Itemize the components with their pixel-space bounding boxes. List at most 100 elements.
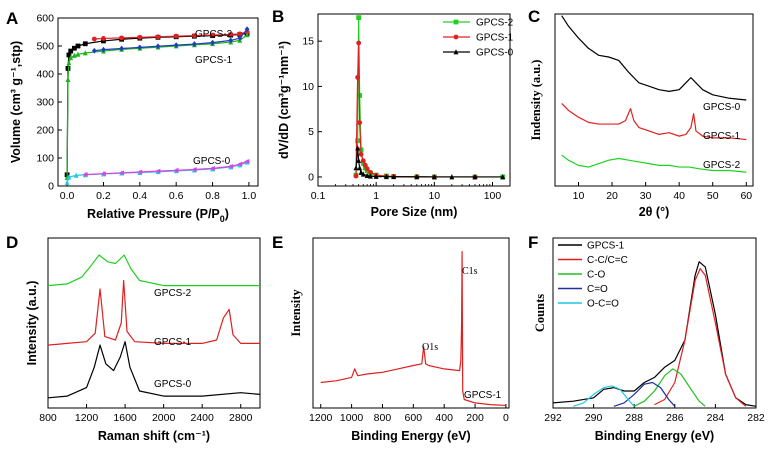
panel-d-ylabel: Intensity (a.u.) [25,281,39,366]
panel-e-xlabel: Binding Energy (eV) [351,429,470,443]
panel-a-series-5-point [118,170,125,176]
panel-b-series-2-point [500,174,506,180]
panel-a-series-1-point [237,31,243,37]
panel-b-legend-marker [453,49,459,55]
panel-b-series-0-point [360,160,366,166]
panel-f-legend-label: C-O [587,270,606,281]
panel-a-series-4-point [64,179,70,186]
panel-a-series-0-point [65,66,71,71]
panel-a-xlabel: Relative Pressure (P/P0) [87,207,229,224]
panel-f-xlabel: Binding Energy (eV) [595,429,714,443]
panel-d-series-2-line [47,341,261,399]
panel-e-xtick-label: 600 [405,412,423,424]
panel-d-xtick-label: 800 [39,412,57,424]
panel-d-xtick-label: 2400 [191,412,215,424]
panel-b-legend-label: GPCS-0 [476,48,514,59]
panel-c-xlabel: 2θ (°) [639,205,670,219]
panel-a-series-3-point [237,35,243,42]
panel-f: F 292 290 288 286 284 282 Binding Energy (eV) Co… [528,233,765,443]
panel-c-xtick-label: 60 [740,190,752,202]
panel-b-xtick-label: 100 [484,190,502,202]
panel-a-annotation: GPCS-0 [193,156,231,167]
panel-f-series-4-line [573,385,635,407]
panel-f-legend-label: C=O [587,284,608,295]
panel-a-series-1-point [191,33,197,39]
panel-f-series-2-line [633,368,706,407]
panel-b-frame [317,13,511,187]
panel-f-legend-label: C-C/C=C [587,255,628,266]
panel-e-xtick-label: 800 [374,412,392,424]
panel-f-letter: F [528,233,538,252]
panel-d-annotation: GPCS-2 [154,288,192,299]
panel-c-xtick-label: 30 [640,190,652,202]
panel-c-xtick-label: 10 [573,190,585,202]
panel-b-ylabel: dV/dD (cm³g⁻¹nm⁻¹) [277,41,291,159]
panel-a-series-5-point [173,167,179,173]
panel-a-series-5-point [227,164,234,169]
panel-b-series-1-point [362,162,368,168]
panel-f-legend-label: O-C=O [587,299,619,310]
panel-a-series-3-point [191,41,197,47]
panel-e-annotation: C1s [462,266,478,277]
panel-e-xtick-label: 0 [503,412,509,424]
panel-a-series-2-point [244,31,250,38]
panel-a-series-1-point [228,32,234,37]
panel-b-series-1-point [368,170,373,175]
panel-b-series-2-point [373,173,379,179]
panel-c-frame [554,13,754,187]
panel-b-series-1-point [355,74,361,80]
panel-a-annotation: GPCS-2 [195,29,233,40]
panel-a-ylabel: Volume (cm³ g⁻¹,stp) [9,41,23,163]
panel-b-ytick-label: 5 [308,126,314,138]
panel-c: C 10 20 30 40 50 60 2θ (°) Indensity (a.u.) GPCS-… [528,7,754,219]
panel-b-series-1-point [357,120,363,126]
panel-d-xtick-label: 2800 [229,412,253,424]
panel-b-series-2-point [472,174,478,180]
panel-a-annotation: GPCS-1 [195,55,233,66]
panel-a-series-3-point [155,43,161,50]
panel-a-series-3-point [91,47,97,54]
panel-a-series-5-point [244,158,250,164]
panel-a-ytick-label: 400 [36,69,54,81]
panel-c-annotation: GPCS-2 [703,160,741,171]
panel-b-series-1-point [356,40,362,46]
panel-a: A 0.0 0.2 0.4 0.6 0.8 1.0 0 100 200 300 400 500 600 Re… [6,9,259,224]
panel-a-series-0-point [82,41,88,47]
panel-b-series-1-point [358,151,364,157]
panel-f-legend-label: GPCS-1 [587,241,625,252]
panel-a-series-0-point [66,52,72,58]
panel-b-series-2-line [355,147,503,178]
panel-b-ytick-label: 15 [302,36,314,48]
panel-a-series-2-point [68,54,74,61]
panel-b-legend-label: GPCS-2 [476,18,514,29]
panel-a-series-3-point [228,37,234,44]
panel-b-xtick-label: 10 [428,190,440,202]
panel-c-series-1-line [561,103,747,141]
panel-b-xlabel: Pore Size (nm) [371,205,458,219]
panel-e-series-0-line [320,251,506,407]
panel-a-series-5-point [100,171,106,177]
panel-a-xtick-label: 0.2 [96,190,111,202]
panel-b-xtick-label: 0.1 [311,190,326,202]
panel-a-series-1-point [119,35,125,41]
panel-a-xtick-label: 0.6 [169,190,184,202]
panel-f-series-1-line [654,268,747,407]
panel-a-series-0-point [101,38,106,44]
panel-b-series-2-point [360,171,366,177]
panel-a-xtick-label: 0.0 [60,190,75,202]
panel-b-legend: GPCS-2 GPCS-1 GPCS-0 [443,18,514,59]
panel-b-legend-marker [453,19,459,25]
panel-f-xtick-label: 290 [585,412,603,424]
panel-b-legend-label: GPCS-1 [476,33,514,44]
panel-f-series-3-line [613,381,676,407]
panel-a-series-4-point [66,174,72,180]
panel-c-xtick-label: 50 [707,190,719,202]
panel-c-ylabel: Indensity (a.u.) [529,60,543,141]
panel-b-ytick-label: 10 [302,81,314,93]
panel-a-series-2-point [66,59,72,66]
panel-a-xtick-label: 0.4 [133,190,148,202]
panel-a-ytick-label: 600 [36,13,54,25]
panel-e-xtick-label: 200 [466,412,484,424]
panel-a-series-1-point [137,34,143,40]
